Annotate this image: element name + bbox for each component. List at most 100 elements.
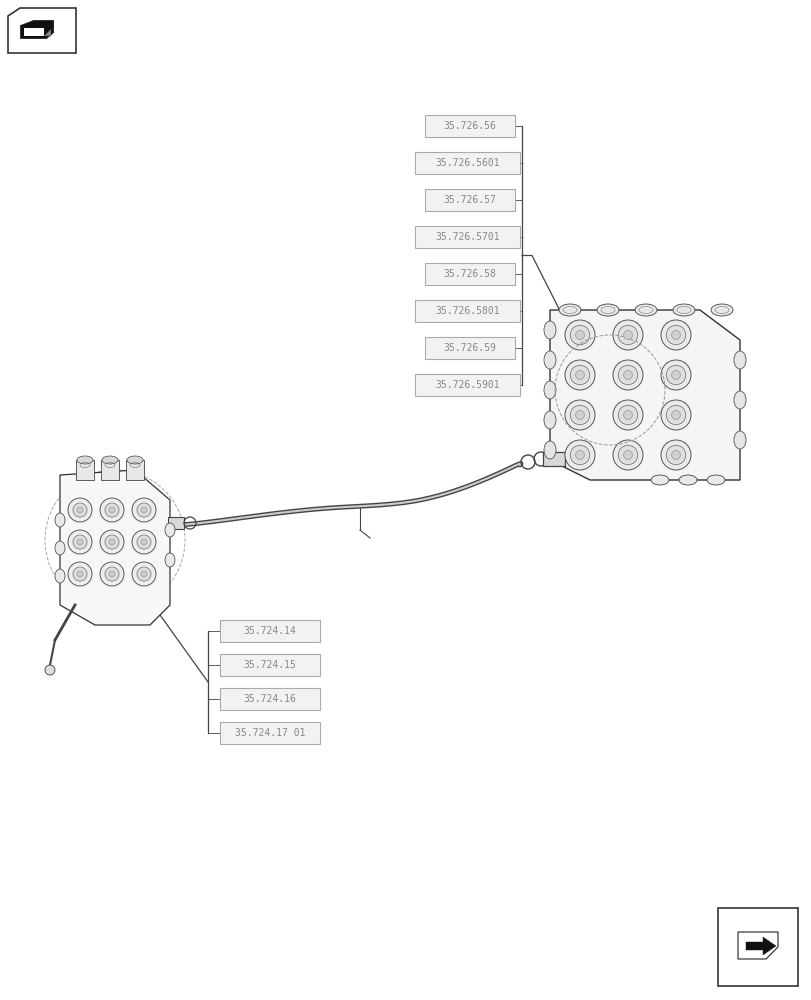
Ellipse shape	[543, 381, 556, 399]
Circle shape	[569, 405, 589, 425]
Text: 35.724.14: 35.724.14	[243, 626, 296, 636]
Circle shape	[617, 325, 637, 345]
Circle shape	[77, 539, 83, 545]
Circle shape	[612, 360, 642, 390]
Circle shape	[77, 507, 83, 513]
Circle shape	[105, 535, 119, 549]
Circle shape	[564, 320, 594, 350]
Circle shape	[100, 562, 124, 586]
FancyBboxPatch shape	[220, 688, 320, 710]
Circle shape	[569, 445, 589, 465]
FancyBboxPatch shape	[414, 374, 519, 396]
FancyBboxPatch shape	[101, 460, 119, 480]
FancyBboxPatch shape	[76, 460, 94, 480]
Ellipse shape	[706, 475, 724, 485]
FancyBboxPatch shape	[424, 337, 514, 359]
Circle shape	[660, 360, 690, 390]
Circle shape	[612, 440, 642, 470]
Polygon shape	[60, 470, 169, 625]
Text: 35.726.59: 35.726.59	[443, 343, 496, 353]
Circle shape	[575, 450, 584, 460]
Ellipse shape	[543, 441, 556, 459]
FancyBboxPatch shape	[168, 517, 184, 529]
Circle shape	[575, 330, 584, 340]
Circle shape	[612, 320, 642, 350]
Ellipse shape	[77, 456, 93, 464]
Circle shape	[100, 530, 124, 554]
Text: 35.726.5701: 35.726.5701	[435, 232, 500, 242]
Circle shape	[77, 571, 83, 577]
Circle shape	[132, 530, 156, 554]
FancyBboxPatch shape	[126, 460, 144, 480]
Circle shape	[666, 405, 685, 425]
Circle shape	[109, 507, 115, 513]
Ellipse shape	[55, 569, 65, 583]
Circle shape	[137, 535, 151, 549]
Circle shape	[666, 445, 685, 465]
FancyBboxPatch shape	[220, 620, 320, 642]
Circle shape	[660, 400, 690, 430]
Circle shape	[569, 325, 589, 345]
Circle shape	[671, 330, 680, 340]
FancyBboxPatch shape	[424, 189, 514, 211]
Circle shape	[564, 360, 594, 390]
Circle shape	[623, 410, 632, 420]
Circle shape	[68, 498, 92, 522]
Text: 35.724.16: 35.724.16	[243, 694, 296, 704]
Ellipse shape	[672, 304, 694, 316]
Ellipse shape	[102, 456, 118, 464]
Ellipse shape	[733, 431, 745, 449]
Circle shape	[73, 535, 87, 549]
Ellipse shape	[733, 351, 745, 369]
Circle shape	[575, 410, 584, 420]
Ellipse shape	[543, 321, 556, 339]
Circle shape	[569, 365, 589, 385]
Circle shape	[132, 562, 156, 586]
Circle shape	[617, 405, 637, 425]
Ellipse shape	[596, 304, 618, 316]
Circle shape	[109, 539, 115, 545]
Polygon shape	[8, 8, 76, 53]
Ellipse shape	[55, 541, 65, 555]
Ellipse shape	[650, 475, 668, 485]
Ellipse shape	[127, 456, 143, 464]
FancyBboxPatch shape	[414, 226, 519, 248]
Circle shape	[45, 665, 55, 675]
Text: 35.724.15: 35.724.15	[243, 660, 296, 670]
Circle shape	[137, 503, 151, 517]
Circle shape	[132, 498, 156, 522]
Polygon shape	[24, 28, 44, 36]
Circle shape	[141, 571, 147, 577]
Ellipse shape	[678, 475, 696, 485]
Circle shape	[660, 320, 690, 350]
FancyBboxPatch shape	[424, 115, 514, 137]
Ellipse shape	[543, 411, 556, 429]
Circle shape	[73, 503, 87, 517]
Circle shape	[105, 567, 119, 581]
Circle shape	[623, 450, 632, 460]
Circle shape	[141, 539, 147, 545]
Circle shape	[612, 400, 642, 430]
Circle shape	[105, 503, 119, 517]
Ellipse shape	[558, 304, 581, 316]
Circle shape	[564, 440, 594, 470]
Ellipse shape	[634, 304, 656, 316]
Ellipse shape	[165, 523, 175, 537]
Text: 35.726.5801: 35.726.5801	[435, 306, 500, 316]
Ellipse shape	[543, 351, 556, 369]
Ellipse shape	[55, 513, 65, 527]
FancyBboxPatch shape	[424, 263, 514, 285]
Polygon shape	[745, 937, 775, 955]
FancyBboxPatch shape	[414, 300, 519, 322]
Text: 35.724.17 01: 35.724.17 01	[234, 728, 305, 738]
Text: 35.726.58: 35.726.58	[443, 269, 496, 279]
Polygon shape	[549, 310, 739, 480]
Ellipse shape	[733, 391, 745, 409]
Circle shape	[68, 562, 92, 586]
Circle shape	[671, 450, 680, 460]
Text: 35.726.5901: 35.726.5901	[435, 380, 500, 390]
Circle shape	[617, 445, 637, 465]
Circle shape	[100, 498, 124, 522]
Circle shape	[623, 370, 632, 379]
FancyBboxPatch shape	[220, 654, 320, 676]
